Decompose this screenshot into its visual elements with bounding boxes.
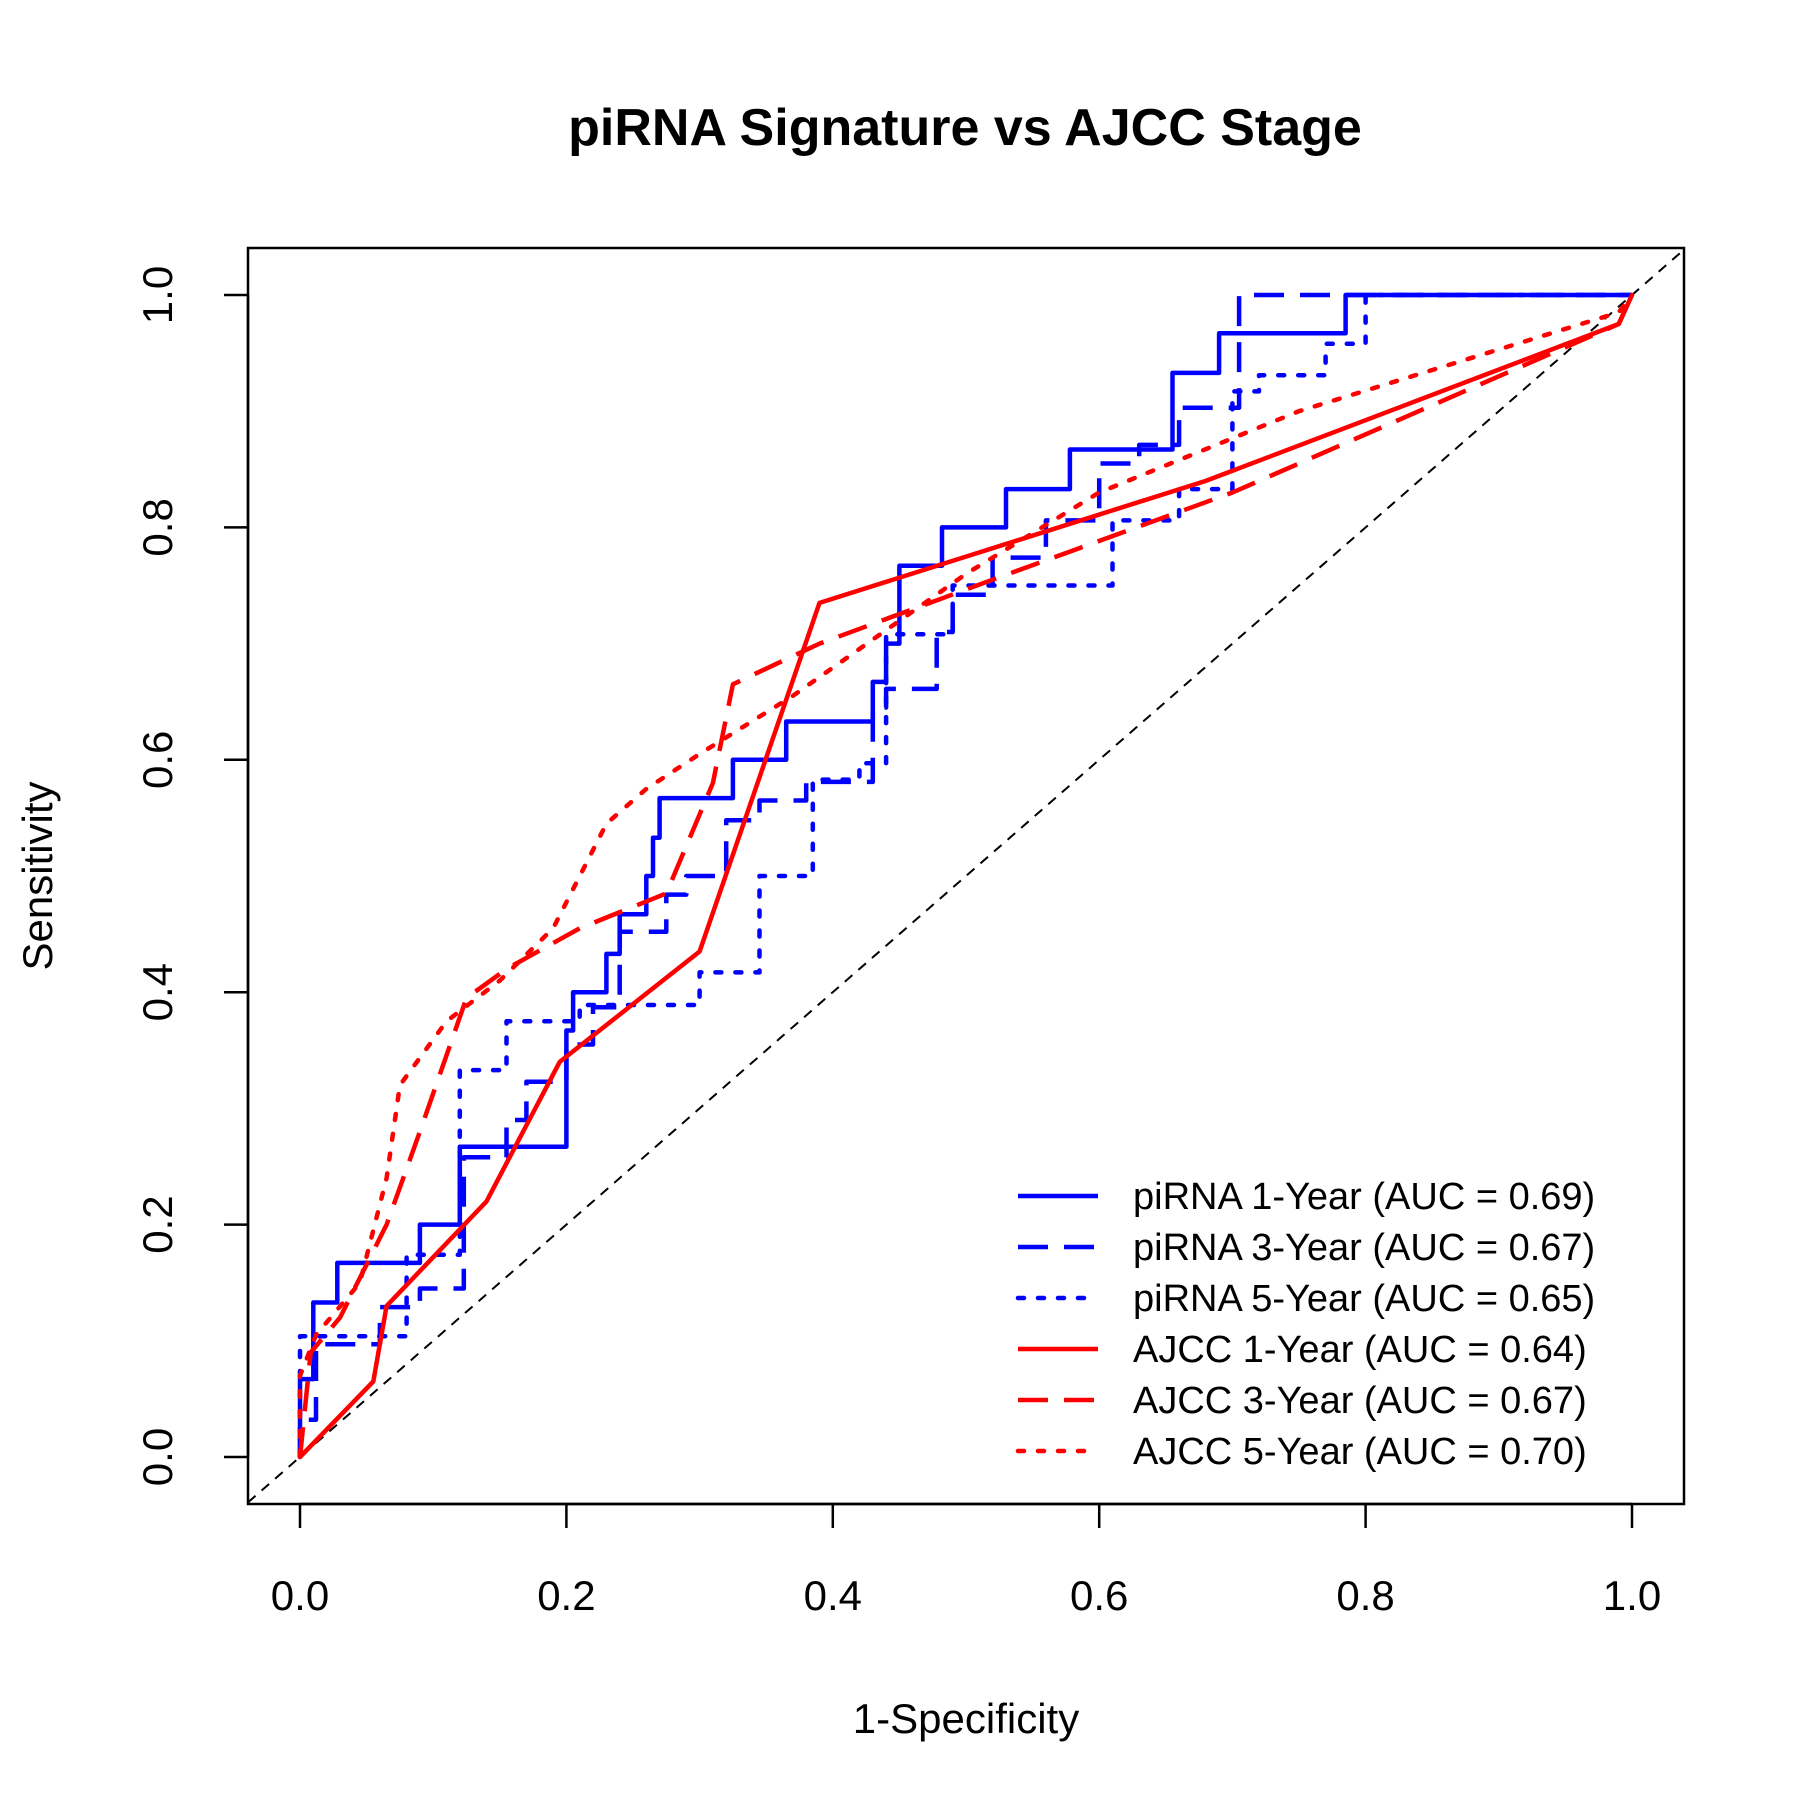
legend: piRNA 1-Year (AUC = 0.69) piRNA 3-Year (A… — [1015, 1176, 1595, 1473]
legend-label-3: piRNA 5-Year (AUC = 0.65) — [1133, 1278, 1595, 1320]
x-tick-label: 0.0 — [271, 1572, 329, 1619]
legend-label-6: AJCC 5-Year (AUC = 0.70) — [1133, 1431, 1587, 1473]
y-axis-label: Sensitivity — [14, 781, 61, 970]
series-layer — [297, 292, 1635, 1460]
series-line-3 — [297, 292, 1635, 1460]
y-tick-label: 1.0 — [134, 266, 181, 324]
x-axis: 0.0 0.2 0.4 0.6 0.8 1.0 — [271, 1502, 1661, 1619]
legend-label-1: piRNA 1-Year (AUC = 0.69) — [1133, 1176, 1595, 1218]
x-tick-label: 0.8 — [1336, 1572, 1394, 1619]
legend-label-4: AJCC 1-Year (AUC = 0.64) — [1133, 1329, 1587, 1371]
series-line-1 — [297, 292, 1632, 1457]
x-tick-label: 0.4 — [804, 1572, 862, 1619]
legend-label-2: piRNA 3-Year (AUC = 0.67) — [1133, 1227, 1595, 1269]
y-axis: 0.0 0.2 0.4 0.6 0.8 1.0 — [134, 266, 250, 1486]
x-tick-label: 0.6 — [1070, 1572, 1128, 1619]
y-tick-label: 0.6 — [134, 731, 181, 789]
chart-title: piRNA Signature vs AJCC Stage — [568, 99, 1362, 157]
x-tick-label: 0.2 — [537, 1572, 595, 1619]
x-tick-label: 1.0 — [1603, 1572, 1661, 1619]
x-axis-label: 1-Specificity — [853, 1695, 1079, 1742]
series-line-4 — [298, 294, 1635, 1459]
reference-line-layer — [247, 248, 1685, 1504]
y-tick-label: 0.4 — [134, 963, 181, 1021]
y-tick-label: 0.0 — [134, 1428, 181, 1486]
legend-label-5: AJCC 3-Year (AUC = 0.67) — [1133, 1380, 1587, 1422]
series-line-6 — [297, 292, 1635, 1460]
y-tick-label: 0.2 — [134, 1195, 181, 1253]
reference-diagonal-line — [247, 248, 1685, 1504]
y-tick-label: 0.8 — [134, 498, 181, 556]
